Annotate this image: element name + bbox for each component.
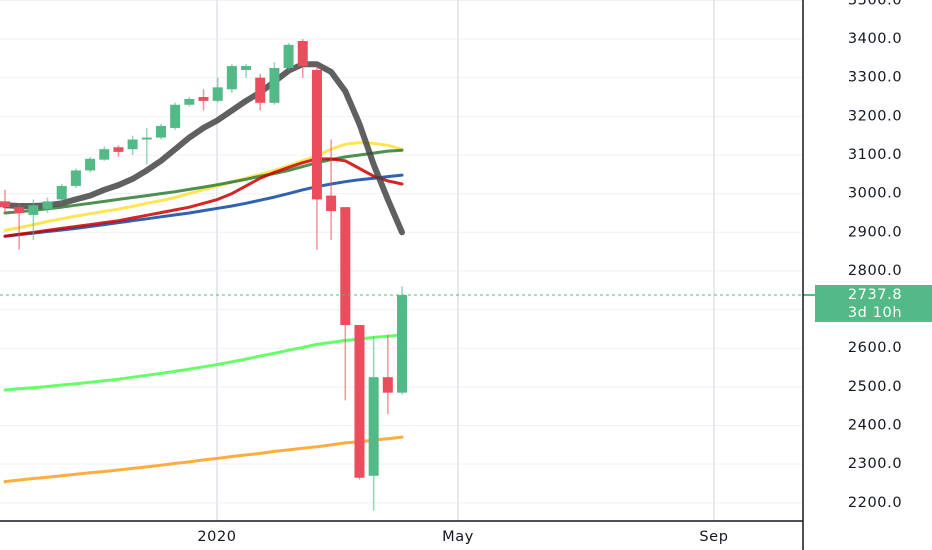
y-tick-label: 2200.0 — [848, 495, 902, 511]
moving-average-line — [3, 173, 404, 238]
y-tick-label: 3000.0 — [848, 186, 902, 202]
x-tick-label: Sep — [699, 529, 728, 545]
candle-body — [226, 66, 237, 90]
y-tick-label: 3200.0 — [848, 108, 902, 124]
candle-body — [85, 158, 96, 171]
candle-body — [269, 68, 280, 103]
candle-body — [212, 87, 223, 101]
candle-body — [297, 40, 308, 67]
candle-body — [0, 201, 11, 208]
moving-average-line — [2, 61, 405, 236]
plot-area — [0, 0, 803, 521]
x-tick-label: May — [442, 529, 474, 545]
x-tick-label: 2020 — [197, 529, 236, 545]
y-tick-label: 3300.0 — [848, 70, 902, 86]
y-tick-label: 2900.0 — [848, 224, 902, 240]
y-tick-label: 2600.0 — [848, 340, 902, 356]
candle-body — [255, 77, 266, 103]
moving-average-line — [3, 333, 404, 392]
candle-body — [354, 325, 365, 478]
candle-body — [113, 147, 124, 152]
candle-body — [127, 139, 138, 150]
candle-body — [56, 185, 67, 200]
candle-body — [397, 294, 408, 393]
y-tick-label: 3500.0 — [848, 0, 902, 8]
y-tick-label: 3100.0 — [848, 147, 902, 163]
candle-body — [198, 97, 209, 101]
y-tick-label: 2300.0 — [848, 456, 902, 472]
moving-average-line — [3, 435, 404, 484]
candle-body — [311, 69, 322, 200]
candle-body — [382, 377, 393, 393]
candle-body — [141, 137, 152, 140]
moving-average-line — [3, 157, 404, 238]
candle-body — [14, 207, 25, 213]
last-price-label: 2737.8 — [848, 287, 902, 303]
candle-body — [42, 201, 53, 210]
candle-body — [241, 66, 252, 70]
candle-body — [184, 98, 195, 105]
countdown-label: 3d 10h — [848, 305, 902, 321]
candle-body — [70, 170, 81, 186]
candle-body — [340, 207, 351, 326]
candle-body — [326, 195, 337, 212]
candle-body — [170, 104, 181, 128]
candle-body — [28, 205, 39, 215]
y-tick-label: 3400.0 — [848, 31, 902, 47]
candle-body — [99, 149, 110, 160]
y-tick-label: 2400.0 — [848, 418, 902, 434]
y-tick-label: 2800.0 — [848, 263, 902, 279]
y-tick-label: 2500.0 — [848, 379, 902, 395]
candle-body — [155, 125, 166, 138]
moving-average-line — [3, 141, 404, 232]
candle-body — [368, 377, 379, 476]
candle-body — [283, 44, 294, 69]
last-price-box — [815, 284, 932, 322]
